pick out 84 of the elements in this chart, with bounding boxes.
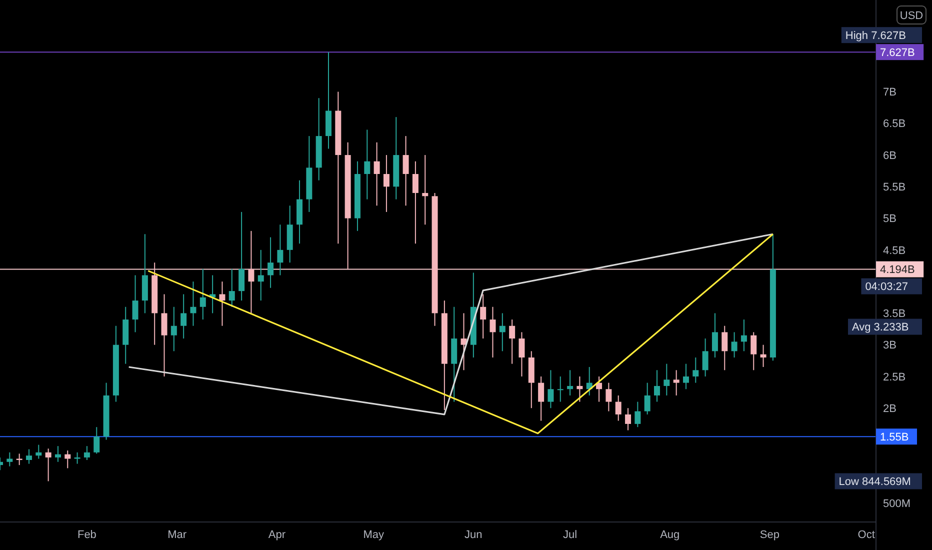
y-tick-label: 5B: [883, 213, 896, 226]
x-tick-label: Feb: [77, 529, 96, 541]
candlestick: [94, 426, 100, 454]
candlestick: [258, 249, 264, 302]
candlestick: [238, 211, 245, 302]
annotation: Low 844.569M: [838, 476, 911, 488]
candlestick: [460, 312, 467, 371]
candlestick: [499, 312, 506, 352]
y-tick-label: 7B: [883, 86, 896, 99]
candlestick: [615, 394, 622, 422]
x-tick-label: May: [363, 529, 384, 541]
candlestick: [548, 370, 554, 409]
candlestick: [538, 376, 544, 422]
candlestick: [180, 294, 187, 340]
candlestick: [248, 230, 254, 314]
candlestick: [606, 382, 612, 412]
annotation: Avg 3.233B: [852, 322, 909, 334]
candlestick: [228, 268, 235, 308]
candlestick: [64, 450, 71, 469]
candlestick: [682, 363, 689, 390]
y-tick-label: 2.5B: [883, 371, 906, 384]
candlestick: [722, 325, 728, 371]
annotation: 04:03:27: [865, 281, 908, 294]
candlestick: [374, 142, 380, 206]
candlestick: [518, 332, 525, 377]
candlestick: [634, 401, 641, 428]
candlestick: [490, 306, 496, 358]
ref-line-label: 7.627B: [880, 46, 915, 59]
candlestick: [712, 312, 718, 358]
candlestick: [576, 376, 583, 402]
candlestick: [277, 224, 284, 276]
y-tick-label: 3.5B: [883, 308, 906, 320]
x-tick-label: Oct: [858, 529, 875, 541]
y-tick-label: 3B: [883, 340, 896, 352]
candlestick: [219, 281, 226, 326]
candlestick: [664, 363, 670, 396]
candlestick: [383, 154, 390, 212]
candlestick: [6, 452, 13, 467]
y-tick-label: 500M: [883, 498, 911, 510]
x-tick-label: Jun: [464, 529, 482, 541]
candlestick: [750, 332, 757, 371]
candlestick: [402, 136, 409, 206]
candlestick: [200, 268, 206, 320]
x-tick-label: Aug: [660, 529, 680, 541]
candlestick: [567, 370, 574, 396]
candlestick: [36, 444, 42, 460]
candlestick: [509, 319, 516, 364]
candlestick: [702, 338, 708, 377]
candlestick: [625, 408, 632, 431]
candlestick: [422, 154, 428, 226]
candlestick: [84, 446, 90, 460]
ref-line-label: 4.194B: [880, 264, 915, 276]
candlestick: [45, 448, 52, 482]
y-tick-label: 2B: [883, 402, 896, 415]
y-tick-label: 5.5B: [883, 182, 906, 194]
candlestick: [364, 129, 370, 200]
candlestick: [760, 344, 766, 368]
candlestick: [132, 274, 138, 333]
candlestick: [412, 160, 418, 244]
y-tick-label: 4.5B: [883, 244, 906, 257]
candlestick: [268, 236, 274, 288]
candlestick: [740, 319, 747, 352]
ref-line-label: 1.55B: [880, 431, 909, 444]
candlestick: [16, 453, 22, 466]
candlestick: [170, 306, 177, 352]
candlestick: [644, 382, 650, 415]
x-tick-label: Jul: [563, 529, 578, 541]
x-tick-label: Apr: [268, 529, 286, 541]
candlestick: [731, 332, 738, 358]
x-tick-label: Sep: [760, 529, 780, 541]
candlestick: [26, 448, 32, 464]
candlestick: [654, 370, 660, 402]
text: USD: [900, 10, 924, 22]
y-tick-label: 6.5B: [883, 118, 906, 130]
candlestick: [692, 356, 699, 384]
candlestick: [480, 294, 486, 340]
candlestick: [161, 294, 168, 377]
candlestick: [557, 376, 564, 402]
annotation: High 7.627B: [845, 30, 906, 42]
candlestick: [190, 281, 196, 326]
candlestick: [54, 446, 61, 462]
x-tick-label: Mar: [168, 529, 187, 541]
y-tick-label: 6B: [883, 150, 896, 162]
candlestick: [673, 370, 680, 396]
